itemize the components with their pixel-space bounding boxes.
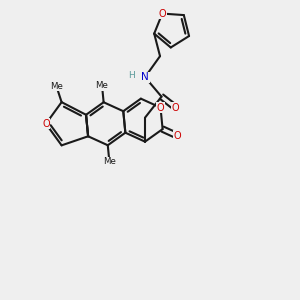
Text: N: N (141, 72, 149, 82)
Text: Me: Me (103, 157, 116, 166)
Text: H: H (128, 71, 135, 80)
Text: Me: Me (96, 81, 109, 90)
Text: O: O (174, 131, 182, 141)
Text: O: O (42, 119, 50, 129)
Text: Me: Me (50, 82, 63, 91)
Text: O: O (157, 103, 164, 112)
Text: O: O (158, 9, 166, 19)
Text: O: O (172, 103, 179, 113)
